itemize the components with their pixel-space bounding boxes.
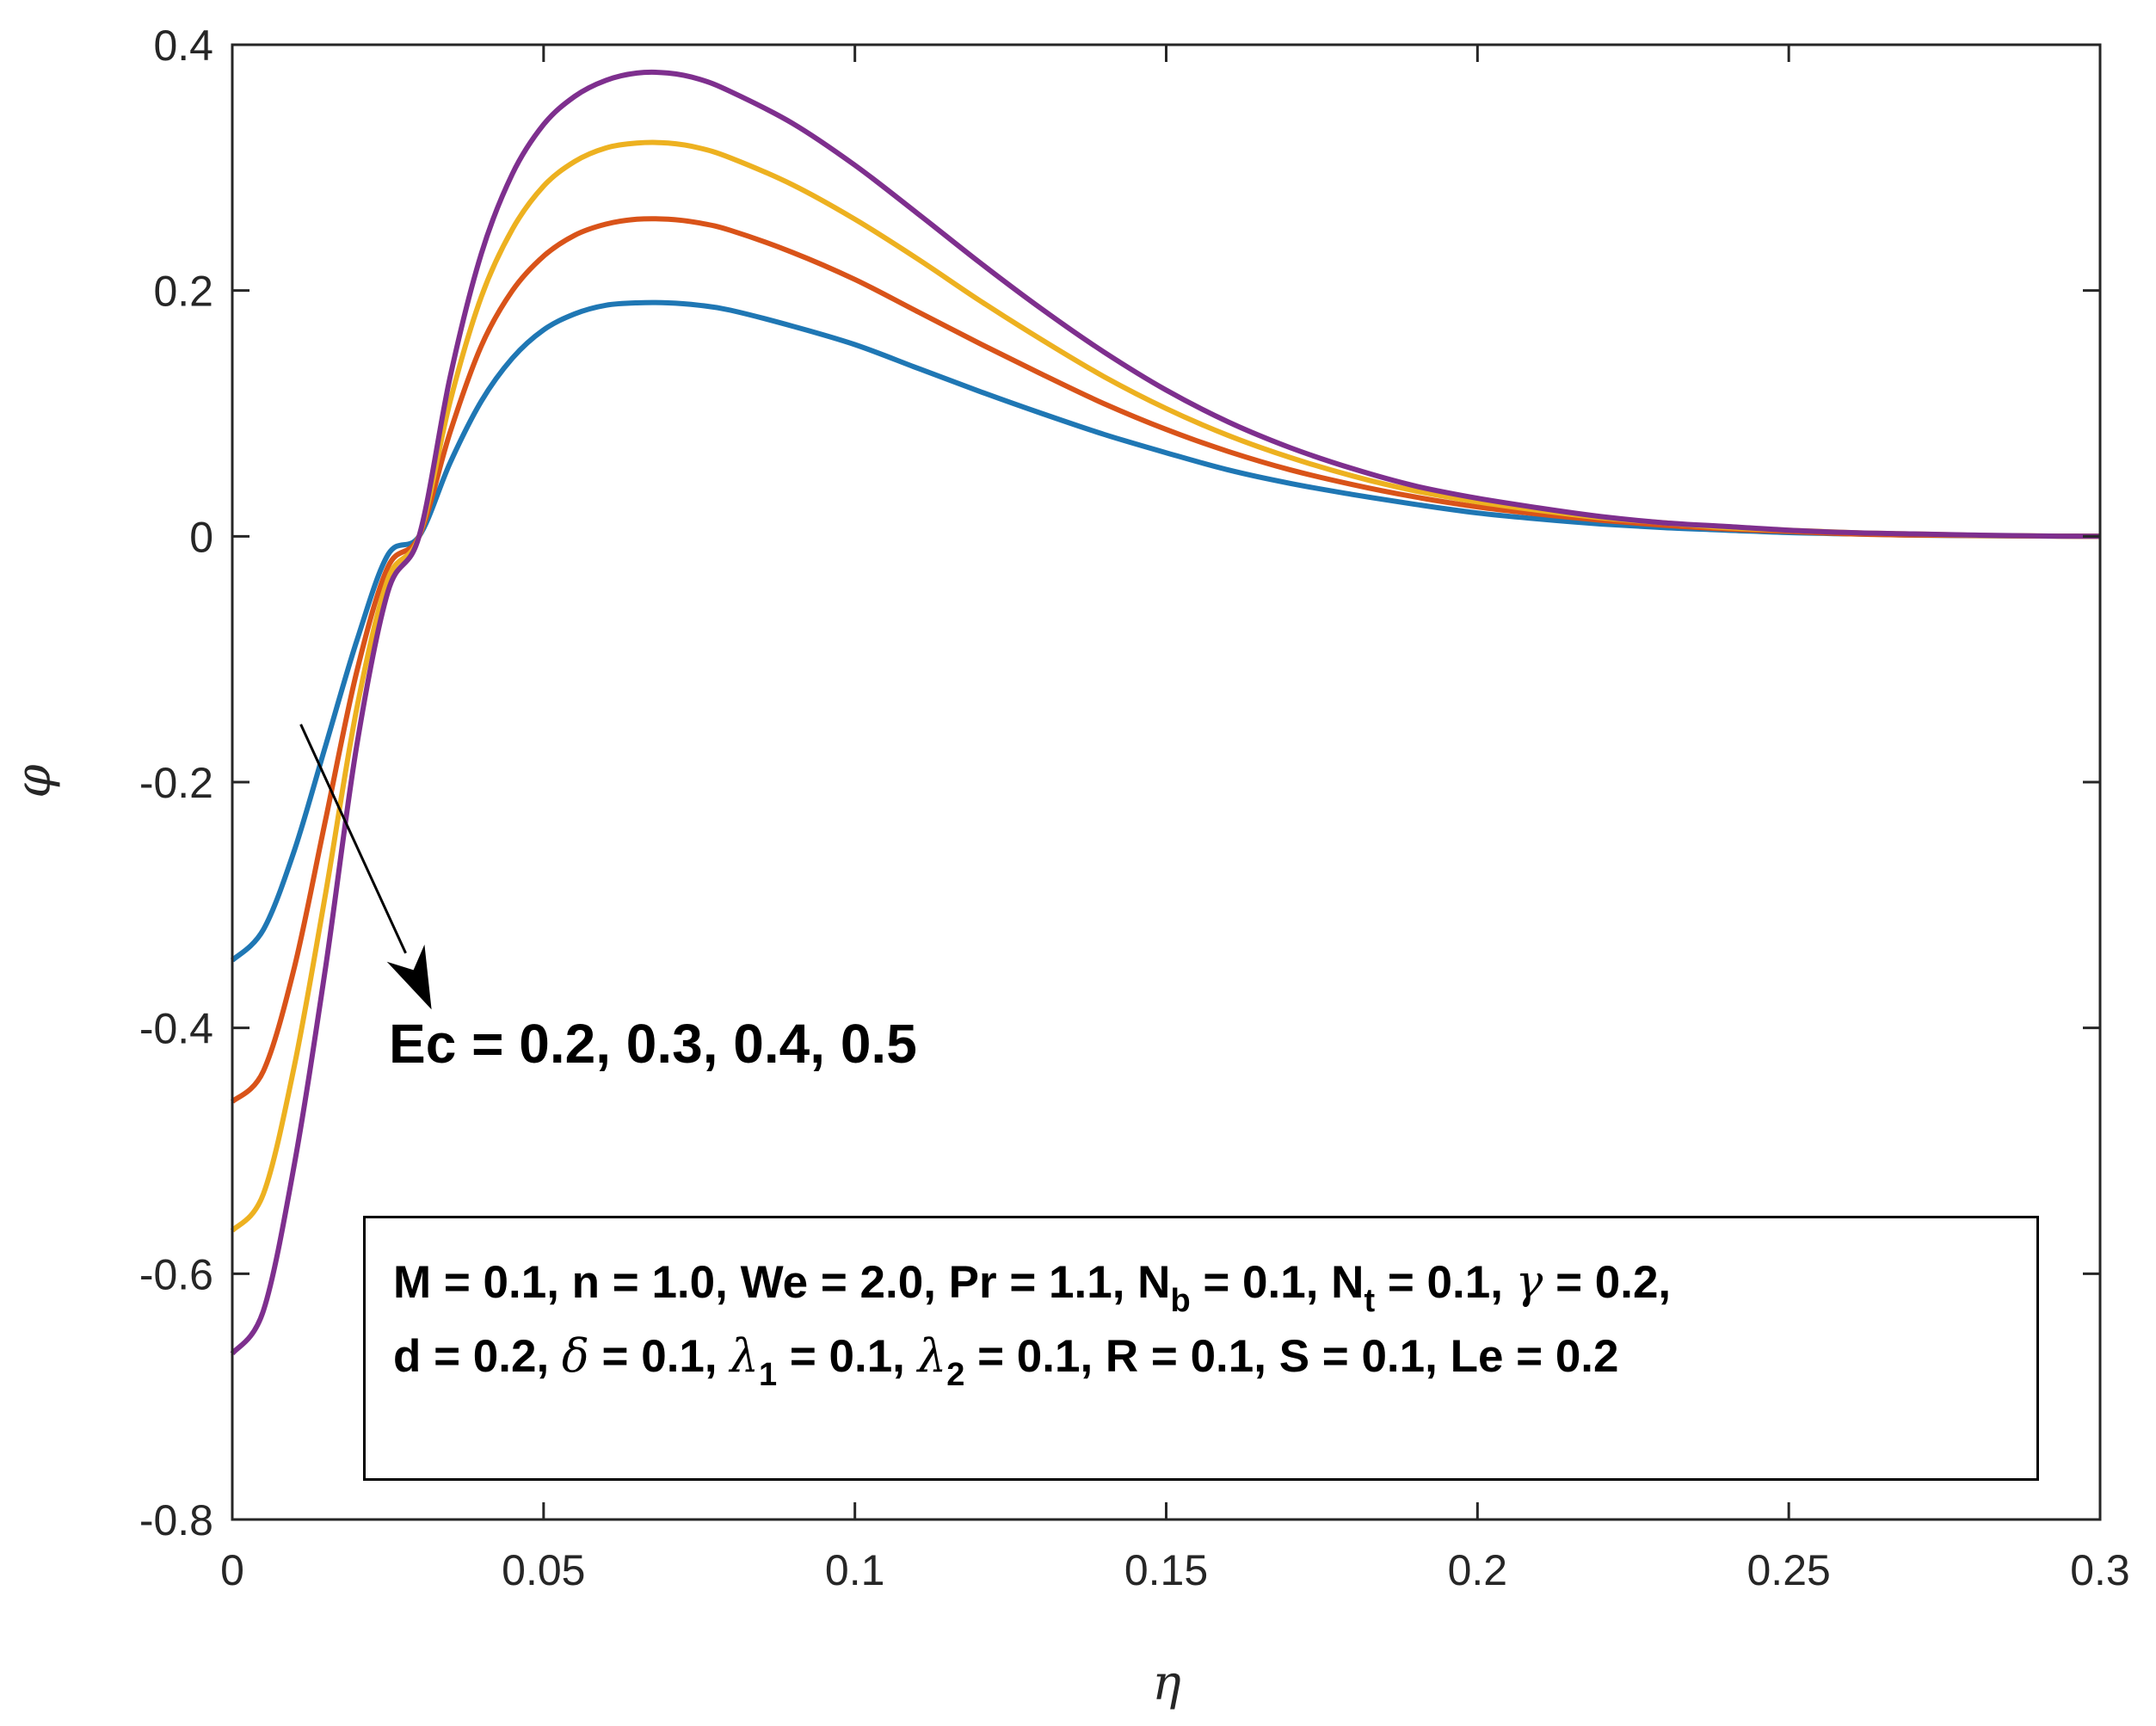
param-text: = 0.1, R = 0.1, S = 0.1, Le = 0.2 <box>964 1331 1619 1382</box>
x-tick-label: 0.3 <box>2070 1546 2130 1594</box>
x-tick-label: 0.1 <box>825 1546 885 1594</box>
x-tick-label: 0.15 <box>1124 1546 1208 1594</box>
parameter-line-2: d = 0.2, δ = 0.1, λ1 = 0.1, λ2 = 0.1, R … <box>393 1327 2036 1391</box>
param-text: = 0.1, <box>777 1331 918 1382</box>
param-subscript: 2 <box>946 1357 965 1393</box>
y-tick-label: -0.6 <box>139 1250 213 1298</box>
x-tick-label: 0.05 <box>502 1546 585 1594</box>
param-subscript: t <box>1364 1283 1376 1319</box>
arrow-shaft <box>299 724 407 954</box>
parameter-box: M = 0.1, n = 1.0, We = 2.0, Pr = 1.1, Nb… <box>363 1216 2039 1481</box>
param-text: = 0.1, <box>1375 1257 1516 1308</box>
arrow-head <box>386 944 432 1010</box>
param-greek: λ <box>917 1330 947 1383</box>
ec-annotation: Ec = 0.2, 0.3, 0.4, 0.5 <box>389 1013 917 1075</box>
param-greek: λ <box>730 1330 759 1383</box>
y-tick-label: -0.2 <box>139 759 213 807</box>
param-text: d = 0.2, <box>393 1331 562 1382</box>
param-text: M = 0.1, n = 1.0, We = 2.0, Pr = 1.1, N <box>393 1257 1171 1308</box>
series-line-1 <box>230 299 2101 963</box>
y-tick-label: 0.2 <box>153 268 213 316</box>
x-tick-label: 0 <box>220 1546 244 1594</box>
y-tick-label: 0.4 <box>153 22 213 70</box>
y-tick-label: 0 <box>189 513 213 561</box>
param-text: = 0.1, N <box>1190 1257 1364 1308</box>
param-text: = 0.1, <box>588 1331 730 1382</box>
x-tick-label: 0.2 <box>1448 1546 1508 1594</box>
param-greek: δ <box>561 1330 589 1383</box>
y-tick-label: -0.8 <box>139 1496 213 1544</box>
series-layer <box>230 69 2101 1356</box>
y-axis-label: φ <box>6 764 62 798</box>
parameter-line-1: M = 0.1, n = 1.0, We = 2.0, Pr = 1.1, Nb… <box>393 1253 2036 1317</box>
x-axis-label: η <box>1152 1655 1181 1711</box>
x-tick-label: 0.25 <box>1747 1546 1831 1594</box>
annotation-arrow <box>299 724 432 1010</box>
series-line-4 <box>230 69 2101 1356</box>
param-text: = 0.2, <box>1543 1257 1672 1308</box>
ticks-layer: 0 0.05 0.1 0.15 0.2 0.25 0.3 -0.8 -0.6 -0.4 -0.2 0 0… <box>139 22 2130 1594</box>
param-subscript: 1 <box>758 1357 778 1393</box>
y-tick-label: -0.4 <box>139 1005 213 1053</box>
param-greek: γ <box>1515 1256 1543 1309</box>
series-line-2 <box>230 216 2101 1104</box>
param-subscript: b <box>1170 1283 1191 1319</box>
